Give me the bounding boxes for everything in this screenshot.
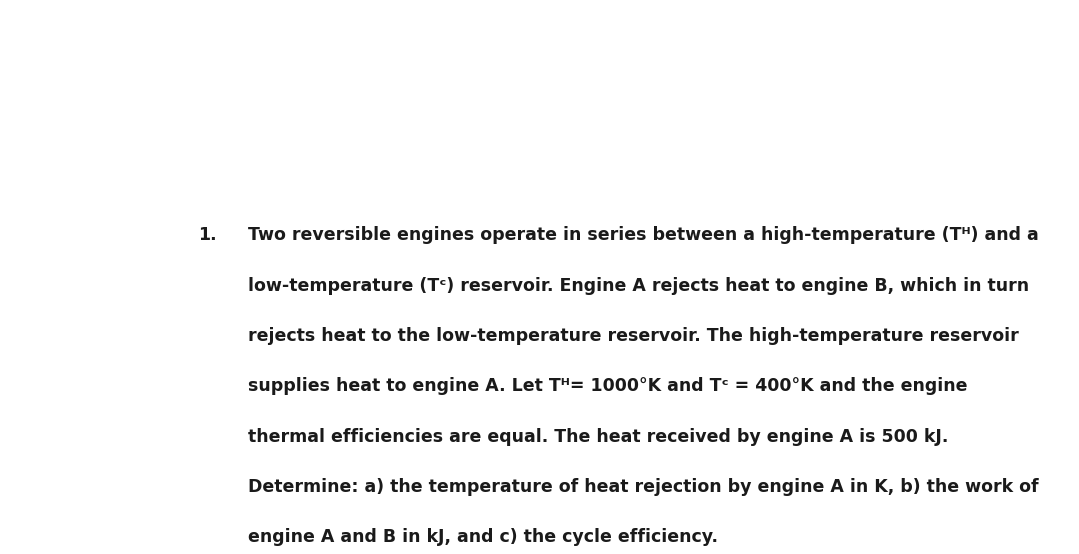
Text: Determine: a) the temperature of heat rejection by engine A in K, b) the work of: Determine: a) the temperature of heat re… — [248, 478, 1038, 496]
Text: engine A and B in kJ, and c) the cycle efficiency.: engine A and B in kJ, and c) the cycle e… — [248, 529, 718, 546]
Text: thermal efficiencies are equal. The heat received by engine A is 500 kJ.: thermal efficiencies are equal. The heat… — [248, 428, 948, 446]
Text: rejects heat to the low-temperature reservoir. The high-temperature reservoir: rejects heat to the low-temperature rese… — [248, 327, 1019, 345]
Text: Two reversible engines operate in series between a high-temperature (Tᴴ) and a: Two reversible engines operate in series… — [248, 227, 1038, 244]
Text: supplies heat to engine A. Let Tᴴ= 1000°K and Tᶜ = 400°K and the engine: supplies heat to engine A. Let Tᴴ= 1000°… — [248, 377, 967, 396]
Text: 1.: 1. — [197, 227, 216, 244]
Text: low-temperature (Tᶜ) reservoir. Engine A rejects heat to engine B, which in turn: low-temperature (Tᶜ) reservoir. Engine A… — [248, 277, 1029, 295]
